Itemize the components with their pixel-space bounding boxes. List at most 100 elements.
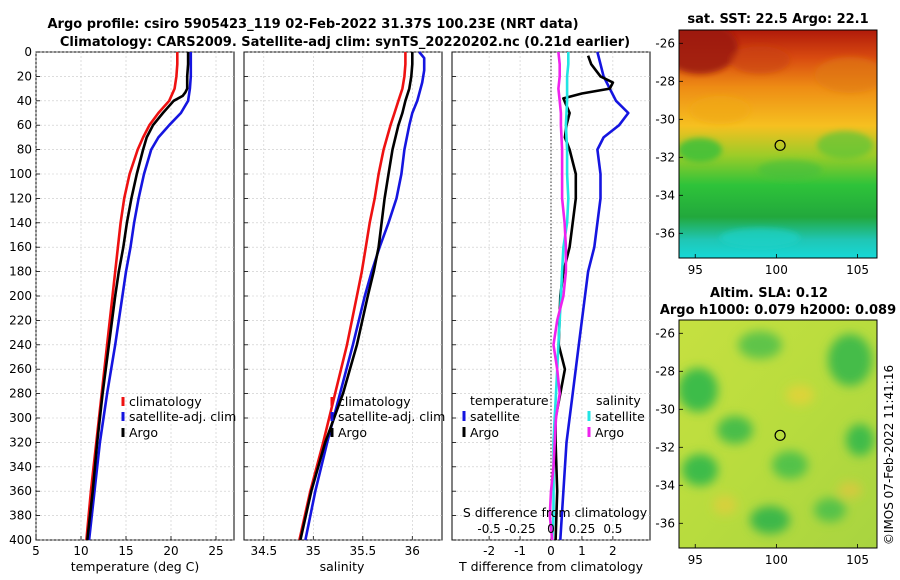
depth-tick-label: 140 bbox=[9, 216, 32, 230]
figure-title-line2: Climatology: CARS2009. Satellite-adj cli… bbox=[60, 35, 630, 50]
x-tick-label: 10 bbox=[73, 544, 88, 558]
depth-tick-label: 60 bbox=[17, 118, 32, 132]
depth-tick-label: 20 bbox=[17, 69, 32, 83]
s-tick-label: -0.25 bbox=[505, 522, 536, 536]
depth-tick-labels: 0 20 40 60 80 100 120 140 160 180 200 220 240 260 280 3… bbox=[9, 45, 32, 547]
depth-tick-label: 300 bbox=[9, 411, 32, 425]
x-tick-label: 1 bbox=[578, 544, 586, 558]
salinity-legend: climatology satellite-adj. clim Argo bbox=[330, 394, 445, 440]
lat-tick-label: -32 bbox=[655, 150, 675, 164]
s-difference-tick-labels: -0.5 -0.25 0 0.25 0.5 bbox=[477, 522, 622, 536]
sla-lon-tick-labels: 95 100 105 bbox=[688, 544, 869, 567]
salinity-tick-labels: 34.5 35 35.5 36 bbox=[250, 544, 420, 558]
x-tick-label: 34.5 bbox=[250, 544, 277, 558]
depth-tick-label: 320 bbox=[9, 435, 32, 449]
legend-label-temp-satellite: satellite bbox=[470, 409, 520, 424]
depth-tick-label: 180 bbox=[9, 265, 32, 279]
difference-panel: -2 -1 0 1 2 S difference from climatology -0… bbox=[451, 51, 651, 574]
temperature-xlabel: temperature (deg C) bbox=[71, 559, 200, 574]
lon-tick-label: 95 bbox=[688, 553, 703, 567]
difference-lines bbox=[548, 51, 630, 541]
x-tick-label: 2 bbox=[609, 544, 617, 558]
lon-tick-label: 100 bbox=[765, 553, 788, 567]
depth-tick-label: 380 bbox=[9, 509, 32, 523]
x-tick-label: 15 bbox=[118, 544, 133, 558]
depth-tick-label: 0 bbox=[24, 45, 32, 59]
sst-map-frame bbox=[678, 29, 878, 259]
lon-tick-label: 100 bbox=[765, 263, 788, 277]
salinity-xlabel: salinity bbox=[320, 559, 365, 574]
lat-tick-label: -26 bbox=[655, 326, 675, 340]
legend-label-sal-satellite: satellite bbox=[595, 409, 645, 424]
temperature-legend: climatology satellite-adj. clim Argo bbox=[121, 394, 236, 440]
depth-tick-label: 400 bbox=[9, 533, 32, 547]
x-tick-label: -1 bbox=[514, 544, 526, 558]
difference-legend-salinity: salinity satellite Argo bbox=[587, 393, 645, 440]
legend-label-temp-argo: Argo bbox=[470, 425, 499, 440]
sst-lat-tick-labels: -26 -28 -30 -32 -34 -36 bbox=[655, 36, 683, 240]
lat-tick-label: -36 bbox=[655, 516, 675, 530]
legend-label-climatology: climatology bbox=[338, 394, 411, 409]
series-line-satellite-adj-clim bbox=[87, 52, 193, 541]
x-tick-label: 25 bbox=[208, 544, 223, 558]
s-tick-label: -0.5 bbox=[477, 522, 500, 536]
legend-title-temperature: temperature bbox=[470, 393, 549, 408]
salinity-panel: 34.5 35 35.5 36 salinity climatology satell… bbox=[243, 51, 445, 574]
t-difference-xlabel: T difference from climatology bbox=[458, 559, 644, 574]
lon-tick-label: 105 bbox=[846, 553, 869, 567]
lat-tick-label: -32 bbox=[655, 440, 675, 454]
depth-tick-label: 120 bbox=[9, 191, 32, 205]
legend-label-climatology: climatology bbox=[129, 394, 202, 409]
depth-tick-label: 360 bbox=[9, 484, 32, 498]
depth-tick-label: 220 bbox=[9, 313, 32, 327]
series-line-climatology bbox=[298, 52, 407, 541]
x-tick-label: 5 bbox=[32, 544, 40, 558]
x-tick-label: -2 bbox=[483, 544, 495, 558]
depth-tick-label: 40 bbox=[17, 94, 32, 108]
depth-tick-label: 160 bbox=[9, 240, 32, 254]
sla-field bbox=[679, 320, 877, 548]
t-difference-tick-labels: -2 -1 0 1 2 bbox=[483, 544, 617, 558]
x-tick-label: 36 bbox=[405, 544, 420, 558]
s-tick-label: 0.25 bbox=[569, 522, 596, 536]
sla-map: Altim. SLA: 0.12 Argo h1000: 0.079 h2000… bbox=[655, 286, 896, 567]
temperature-grid bbox=[35, 51, 234, 541]
salinity-grid bbox=[244, 51, 442, 541]
s-difference-label: S difference from climatology bbox=[463, 505, 648, 520]
depth-tick-label: 240 bbox=[9, 338, 32, 352]
sst-field bbox=[679, 30, 877, 258]
sla-map-title-line1: Altim. SLA: 0.12 bbox=[710, 286, 828, 301]
legend-label-argo: Argo bbox=[129, 425, 158, 440]
depth-tick-label: 280 bbox=[9, 387, 32, 401]
legend-label-sal-argo: Argo bbox=[595, 425, 624, 440]
depth-tick-label: 200 bbox=[9, 289, 32, 303]
lat-tick-label: -36 bbox=[655, 226, 675, 240]
series-line-argo bbox=[86, 52, 190, 541]
salinity-lines bbox=[298, 51, 426, 541]
series-line-salinity-argo bbox=[548, 51, 568, 541]
sst-map: sat. SST: 22.5 Argo: 22.1 -26 -28 -30 -32 -3… bbox=[655, 12, 878, 277]
temperature-tick-labels: 5 10 15 20 25 bbox=[32, 544, 223, 558]
lat-tick-label: -28 bbox=[655, 364, 675, 378]
lat-tick-label: -34 bbox=[655, 478, 675, 492]
x-tick-label: 0 bbox=[547, 544, 555, 558]
s-tick-label: 0 bbox=[547, 522, 555, 536]
depth-tick-label: 260 bbox=[9, 362, 32, 376]
legend-label-satellite-clim: satellite-adj. clim bbox=[129, 409, 236, 424]
difference-legend-temperature: temperature satellite Argo bbox=[462, 393, 549, 440]
x-tick-label: 35 bbox=[306, 544, 321, 558]
temperature-lines bbox=[85, 52, 193, 541]
sst-lon-tick-labels: 95 100 105 bbox=[688, 254, 869, 277]
lat-tick-label: -28 bbox=[655, 74, 675, 88]
s-tick-label: 0.5 bbox=[603, 522, 622, 536]
lat-tick-label: -34 bbox=[655, 188, 675, 202]
lon-tick-label: 95 bbox=[688, 263, 703, 277]
imos-credit: ©IMOS 07-Feb-2022 11:41:16 bbox=[882, 365, 896, 545]
x-tick-label: 20 bbox=[163, 544, 178, 558]
lat-tick-label: -30 bbox=[655, 402, 675, 416]
depth-tick-label: 80 bbox=[17, 143, 32, 157]
series-line-argo bbox=[299, 52, 414, 541]
lat-tick-label: -26 bbox=[655, 36, 675, 50]
legend-label-satellite-clim: satellite-adj. clim bbox=[338, 409, 445, 424]
